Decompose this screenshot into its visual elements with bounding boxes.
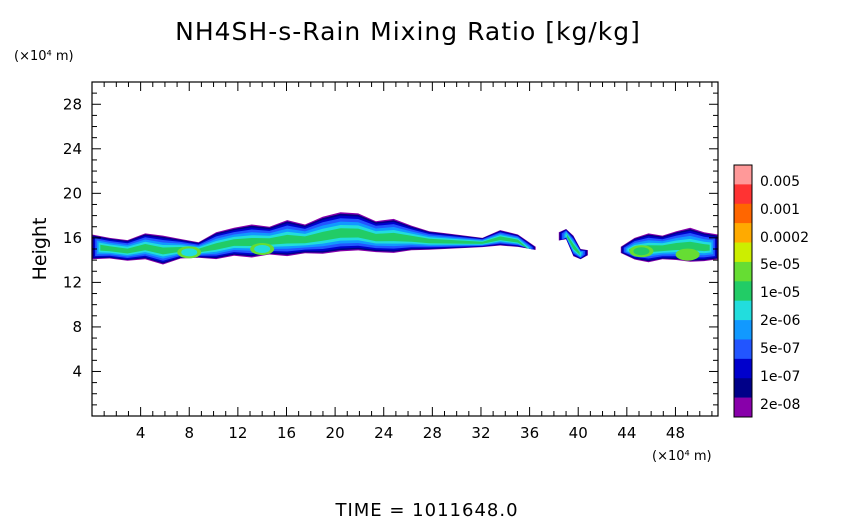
x-tick-label: 44 — [617, 424, 636, 442]
colorbar-label: 2e-08 — [760, 397, 800, 413]
colorbar-label: 5e-07 — [760, 341, 800, 357]
x-tick-label: 8 — [184, 424, 194, 442]
colorbar-swatch — [734, 242, 752, 263]
colorbar-swatch — [734, 223, 752, 243]
y-tick-label: 12 — [63, 273, 82, 291]
colorbar-swatch — [734, 320, 752, 340]
y-axis-label: Height — [29, 218, 51, 281]
x-tick-label: 12 — [228, 424, 247, 442]
colorbar-swatch — [734, 358, 752, 379]
colorbar-swatch — [734, 300, 752, 321]
colorbar-label: 0.001 — [760, 202, 800, 218]
colorbar-swatch — [734, 378, 752, 398]
colorbar-label: 0.005 — [760, 174, 800, 190]
x-tick-label: 32 — [471, 424, 490, 442]
colorbar: 0.005 0.001 0.0002 5e-05 1e-05 2e-06 5e-07 1e-0… — [733, 164, 809, 418]
colorbar-swatch — [734, 203, 752, 224]
y-unit-label: (×10⁴ m) — [14, 49, 74, 64]
colorbar-frame — [733, 164, 753, 418]
contour-band-0-level-6 — [100, 228, 528, 255]
x-tick-label: 16 — [277, 424, 296, 442]
x-tick-label: 36 — [520, 424, 539, 442]
colorbar-swatch — [734, 261, 752, 282]
x-tick-label: 4 — [136, 424, 146, 442]
y-tick-label: 20 — [63, 184, 82, 202]
contour-band-1-level-6 — [566, 233, 581, 256]
y-tick-label: 4 — [72, 362, 82, 380]
plot-frame — [91, 81, 719, 417]
colorbar-swatch — [734, 165, 752, 185]
y-tick-label: 28 — [63, 95, 82, 113]
x-tick-label: 20 — [326, 424, 345, 442]
x-tick-label: 28 — [423, 424, 442, 442]
hotspot-core — [633, 247, 650, 256]
x-tick-label: 48 — [666, 424, 685, 442]
colorbar-swatch — [734, 397, 752, 418]
colorbar-label: 2e-06 — [760, 313, 800, 329]
x-tick-label: 24 — [374, 424, 393, 442]
colorbar-label: 0.0002 — [760, 230, 809, 246]
time-label: TIME = 1011648.0 — [334, 500, 518, 519]
colorbar-label: 1e-07 — [760, 369, 800, 385]
colorbar-swatch — [734, 184, 752, 205]
y-tick-label: 24 — [63, 140, 82, 158]
hotspot-core — [254, 245, 271, 253]
hotspot-core — [679, 250, 696, 259]
colorbar-label: 5e-05 — [760, 257, 800, 273]
colorbar-swatch — [734, 281, 752, 301]
y-tick-label: 8 — [72, 318, 82, 336]
colorbar-label: 1e-05 — [760, 285, 800, 301]
hotspot-core — [181, 248, 198, 257]
x-unit-label: (×10⁴ m) — [652, 449, 712, 464]
y-tick-label: 16 — [63, 229, 82, 247]
colorbar-swatch — [734, 339, 752, 360]
x-tick-label: 40 — [569, 424, 588, 442]
mixing-ratio-field — [92, 212, 718, 265]
chart-title: NH4SH-s-Rain Mixing Ratio [kg/kg] — [175, 17, 641, 46]
